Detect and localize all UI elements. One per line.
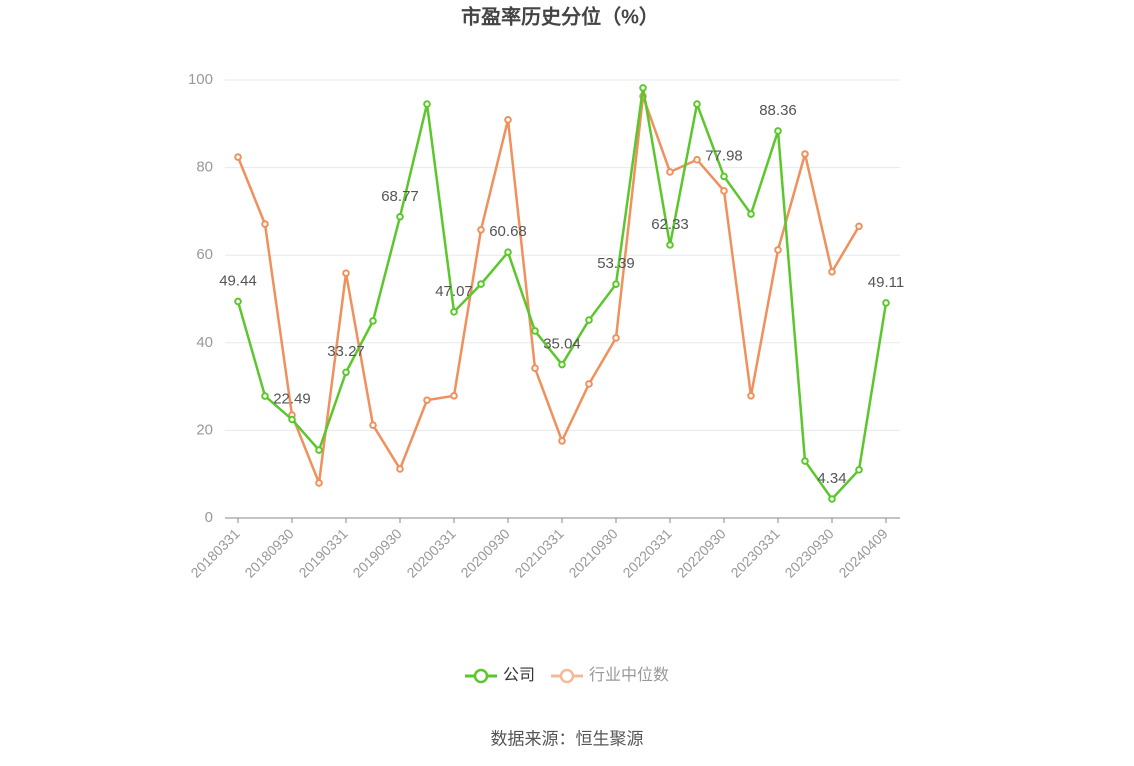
point (828, 268, 836, 276)
y-tick-label: 60 (196, 246, 213, 263)
point (396, 465, 404, 473)
point (477, 280, 485, 288)
point (477, 225, 485, 234)
x-tick-label: 20190930 (349, 525, 405, 581)
point (828, 495, 836, 503)
data-label: 47.07 (435, 283, 473, 300)
data-label: 49.11 (868, 274, 904, 291)
y-tick-label: 40 (196, 334, 213, 351)
data-label: 62.33 (651, 216, 689, 233)
point (855, 466, 863, 474)
x-tick-label: 20200930 (457, 525, 513, 581)
x-tick-label: 20230930 (781, 525, 837, 581)
point (261, 392, 269, 400)
point (612, 280, 620, 288)
point (720, 172, 728, 181)
point (801, 150, 809, 158)
point (774, 127, 782, 135)
data-label: 77.98 (705, 147, 743, 164)
point (882, 299, 890, 307)
x-tick-label: 20200331 (403, 525, 459, 581)
x-tick-label: 20180331 (187, 525, 243, 581)
legend-label: 行业中位数 (589, 666, 669, 684)
point (666, 168, 674, 176)
point (585, 316, 593, 324)
x-tick-label: 20210331 (511, 525, 567, 581)
x-tick-label: 20180930 (241, 525, 297, 581)
point (315, 446, 323, 454)
point (450, 308, 458, 316)
point (693, 155, 701, 164)
data-label: 53.39 (597, 255, 635, 272)
point (558, 360, 566, 369)
point (531, 364, 539, 373)
point (423, 396, 431, 404)
point (504, 116, 512, 124)
point (261, 220, 269, 228)
x-tick-label: 20230331 (727, 525, 783, 581)
point (396, 212, 404, 221)
x-tick-label: 20220331 (619, 525, 675, 581)
point (234, 153, 242, 161)
data-label: 68.77 (381, 188, 419, 205)
y-tick-label: 20 (196, 421, 213, 438)
series-line (236, 95, 861, 488)
data-label: 22.49 (273, 390, 311, 407)
point (855, 222, 863, 231)
x-tick-label: 20210930 (565, 525, 621, 581)
legend-marker (473, 668, 489, 684)
point (288, 415, 296, 424)
point (747, 391, 755, 400)
point (423, 100, 431, 108)
y-tick-label: 0 (205, 509, 213, 526)
point (531, 327, 539, 335)
x-tick-label: 20240409 (835, 525, 891, 581)
point (639, 84, 647, 92)
chart-title: 市盈率历史分位（%） (461, 4, 659, 28)
point (342, 368, 350, 377)
point (342, 269, 350, 277)
data-label: 49.44 (219, 272, 257, 289)
y-tick-label: 100 (188, 71, 213, 88)
point (666, 241, 674, 249)
y-tick-label: 80 (196, 159, 213, 176)
data-label: 33.27 (327, 343, 365, 360)
point (504, 248, 512, 257)
legend-marker (559, 668, 575, 684)
point (801, 457, 809, 465)
data-label: 88.36 (759, 102, 797, 119)
point (369, 317, 377, 325)
x-tick-label: 20220930 (673, 525, 729, 581)
point (315, 479, 323, 487)
point (585, 380, 593, 388)
data-label: 60.68 (489, 223, 527, 240)
x-tick-label: 20190331 (295, 525, 351, 581)
point (612, 334, 620, 342)
point (558, 437, 566, 445)
data-label: 4.34 (817, 470, 846, 487)
point (450, 391, 458, 400)
point (369, 421, 377, 429)
point (720, 187, 728, 195)
point (693, 100, 701, 108)
point (774, 246, 782, 254)
legend-label: 公司 (503, 667, 535, 684)
point (234, 297, 242, 306)
data-label: 35.04 (543, 335, 581, 352)
source: 数据来源：恒生聚源 (491, 729, 644, 748)
point (747, 210, 755, 218)
